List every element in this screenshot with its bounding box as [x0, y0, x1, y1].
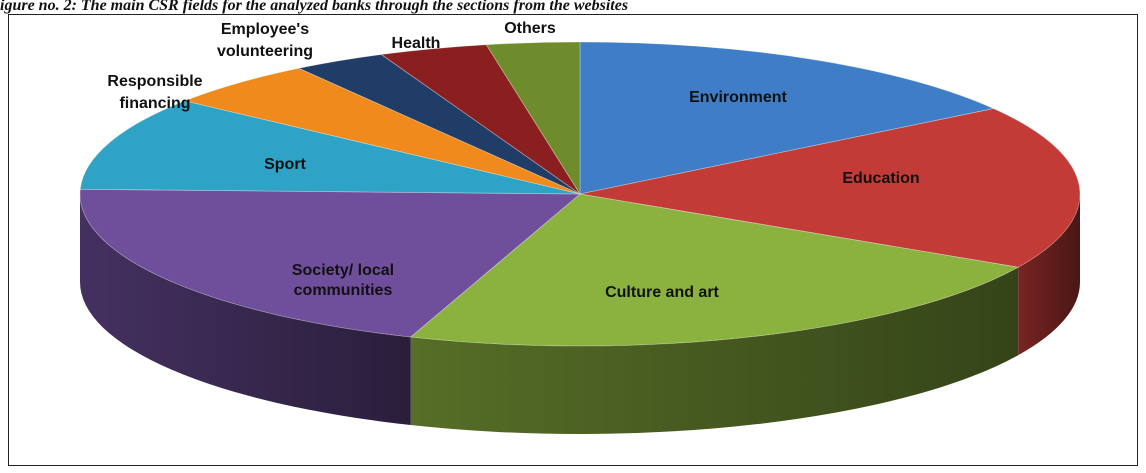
pie-slice-education — [579, 108, 1081, 268]
pie-slice-environment — [579, 41, 995, 195]
pie-slice-culture-and-art — [409, 193, 1020, 347]
slice-label-employee-s-volunteering: Employee's volunteering — [217, 21, 313, 60]
pie-side-society-local-communities — [80, 194, 411, 426]
figure-caption: igure no. 2: The main CSR fields for the… — [0, 0, 629, 14]
slice-label-culture-and-art: Culture and art — [605, 284, 719, 301]
pie-slice-responsible-financing — [183, 67, 581, 195]
pie-slice-sport — [79, 100, 581, 195]
pie-side-education — [1018, 194, 1080, 356]
pie-slice-society-local-communities — [79, 188, 582, 338]
slice-label-environment: Environment — [689, 89, 787, 106]
pie-slice-employee-s-volunteering — [297, 54, 581, 195]
pie-side-culture-and-art — [410, 267, 1019, 434]
slice-label-society-local-communities: Society/ local communities — [292, 262, 394, 299]
slice-label-others: Others — [504, 20, 556, 37]
pie-slice-health — [380, 44, 581, 195]
slice-label-education: Education — [842, 170, 919, 187]
pie-slice-others — [485, 41, 581, 196]
slice-label-sport: Sport — [264, 156, 306, 173]
slice-label-health: Health — [392, 35, 441, 52]
slice-label-responsible-financing: Responsible financing — [107, 73, 202, 112]
